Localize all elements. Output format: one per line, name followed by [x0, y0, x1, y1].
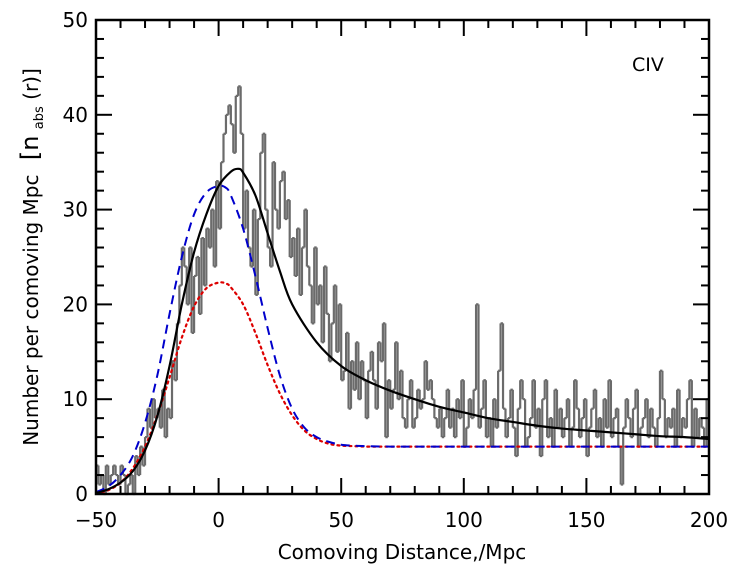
histogram-bin [651, 408, 656, 429]
histogram-bin [661, 370, 665, 401]
x-tick-label: 150 [567, 508, 605, 532]
axes [94, 18, 711, 496]
histogram-bin [300, 246, 305, 295]
histogram-bin [563, 417, 567, 438]
histogram-bin [371, 351, 376, 382]
histogram-bin [626, 399, 631, 420]
histogram-bin [641, 417, 646, 428]
x-tick-label: −50 [75, 508, 117, 532]
histogram-bin [224, 113, 229, 134]
histogram-bin [234, 94, 239, 153]
histogram-bin [406, 398, 410, 428]
histogram-bin [308, 266, 312, 287]
x-tick-label: 200 [690, 508, 728, 532]
y-axis-title-bracket: [n [16, 136, 44, 161]
histogram-bin [219, 161, 224, 229]
y-axis-title-main: Number per comoving Mpc [19, 174, 43, 445]
y-tick-label: 50 [63, 8, 88, 32]
y-tick-label: 40 [63, 103, 88, 127]
histogram-bin [239, 86, 244, 135]
histogram-bin [526, 436, 531, 447]
histogram-bin [278, 180, 283, 229]
ticks [95, 19, 710, 495]
histogram-bin [413, 417, 418, 428]
histogram-bin [685, 398, 690, 428]
histogram-bin [622, 426, 626, 485]
histogram-bin [430, 380, 435, 401]
histogram-bin [501, 323, 506, 410]
histogram-bin [433, 399, 437, 420]
histogram-bin [183, 247, 187, 268]
histogram-bin [222, 132, 226, 163]
histogram-bin [528, 417, 533, 438]
histogram-bin [246, 190, 251, 249]
x-axis-title: Comoving Distance,/Mpc [278, 540, 527, 564]
histogram-bin [656, 417, 660, 447]
y-tick-label: 0 [75, 482, 88, 506]
histogram-bin [631, 407, 636, 438]
model-curves-layer [94, 167, 711, 495]
histogram-bin [443, 417, 447, 438]
histogram-bin [229, 105, 234, 126]
histogram-bin [516, 407, 521, 457]
histogram-bin [305, 209, 310, 268]
histogram-bin [575, 380, 580, 410]
y-tick-label: 30 [63, 198, 88, 222]
histogram-layer [96, 85, 709, 496]
histogram-bin [362, 361, 366, 382]
histogram-bin [114, 465, 119, 477]
y-tick-label: 10 [63, 387, 88, 411]
y-axis-title-sub: abs [32, 106, 47, 129]
histogram-bin [264, 133, 268, 211]
histogram-bin [580, 417, 584, 438]
histogram-bin [617, 408, 621, 448]
histogram-bin [367, 369, 371, 419]
histogram-bin [639, 426, 643, 447]
x-tick-label: 100 [445, 508, 483, 532]
histogram-bin [700, 418, 705, 429]
y-axis-title: Number per comoving Mpc [n abs (r)] [16, 68, 48, 446]
histogram-bin [521, 380, 526, 401]
histogram-bin [612, 417, 616, 438]
total-model-curve [95, 167, 710, 495]
histogram-bin [342, 369, 347, 381]
histogram-bin [590, 407, 594, 428]
plot-frame [94, 18, 711, 496]
dashed-model-curve [95, 184, 709, 494]
y-axis-title-tail: (r)] [19, 68, 43, 100]
histogram-bin [465, 426, 469, 447]
histogram-bin [273, 162, 278, 211]
annotation-civ: CIV [632, 54, 664, 76]
histogram-bin [126, 483, 131, 494]
x-tick-label: 50 [328, 508, 353, 532]
histogram-bin [330, 322, 334, 362]
histogram-bin [325, 266, 329, 315]
x-tick-label: 0 [212, 508, 225, 532]
y-tick-label: 20 [63, 292, 88, 316]
